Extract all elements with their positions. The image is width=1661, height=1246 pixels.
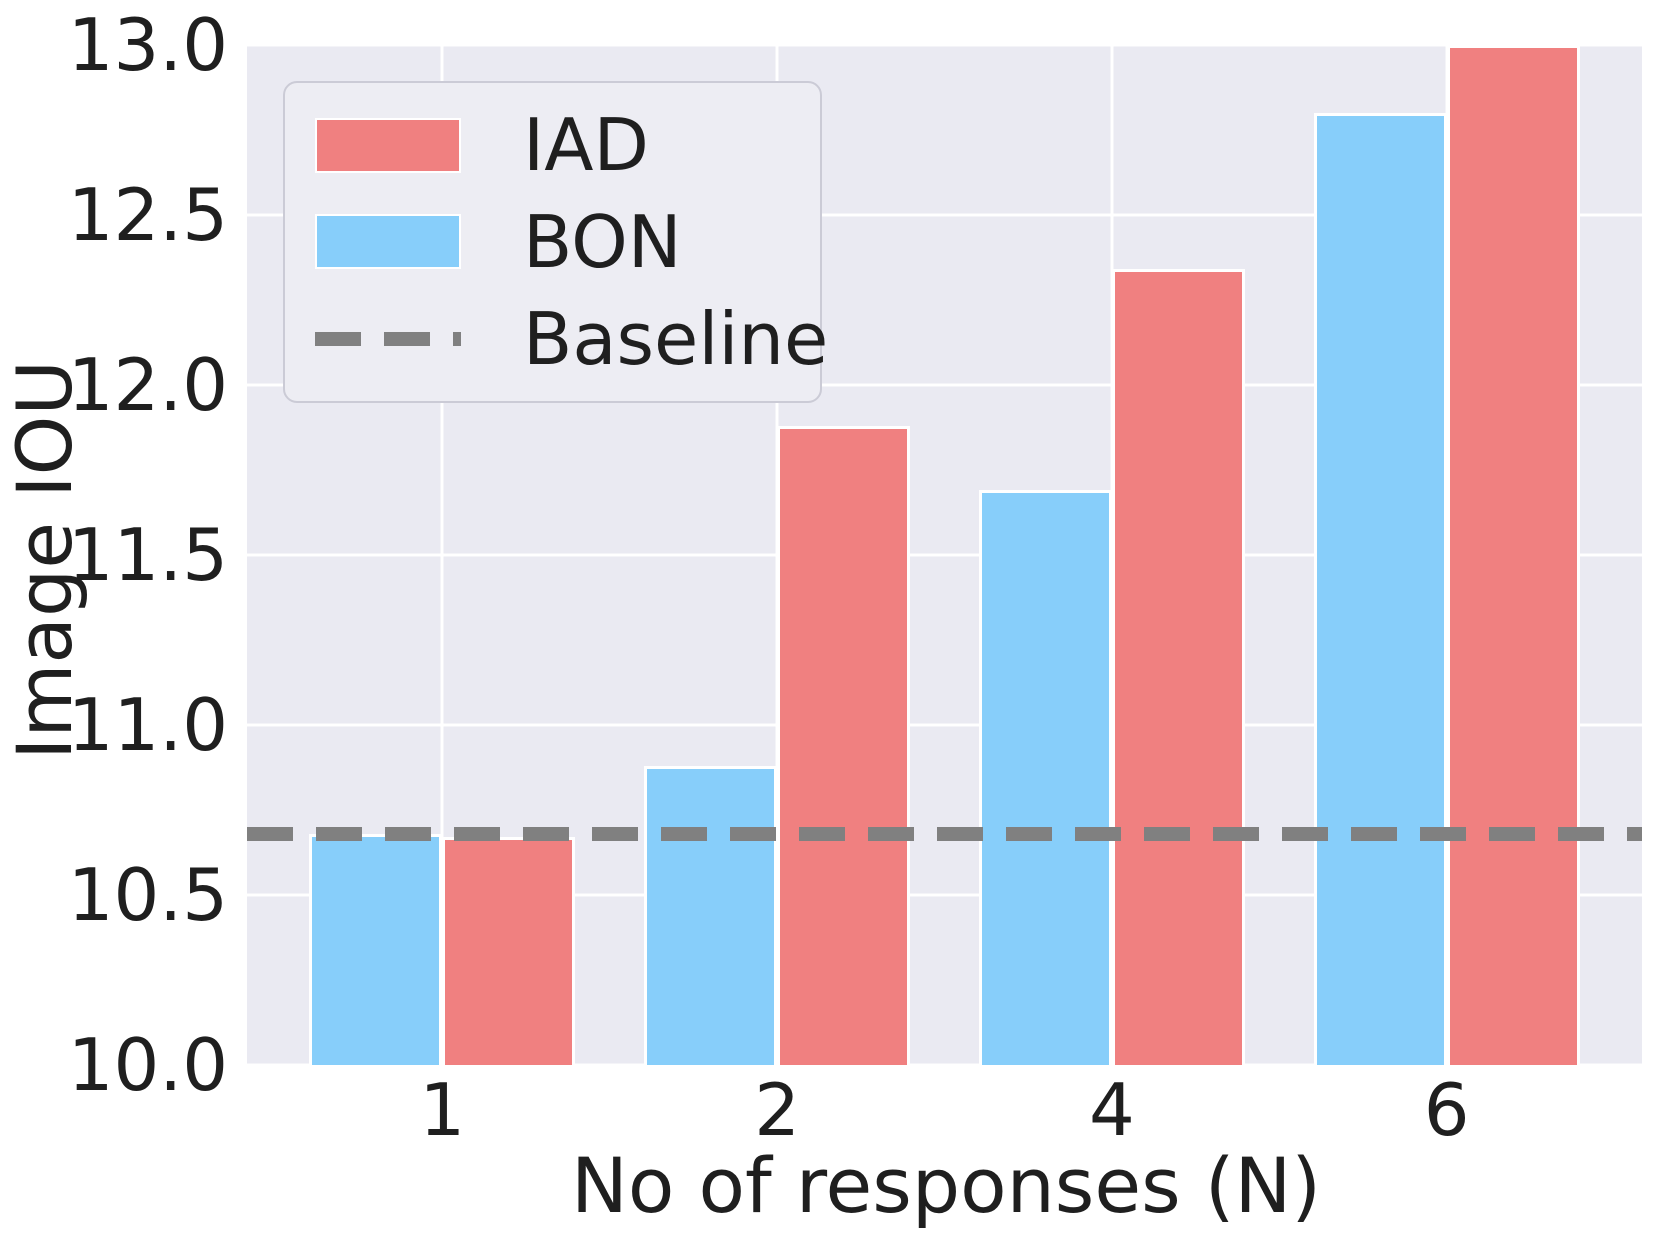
bar-iad-n4 [1111, 269, 1245, 1065]
bar-iad-n2 [777, 425, 911, 1065]
legend: IAD BON Baseline [283, 81, 828, 403]
y-tick-label: 11.5 [67, 513, 228, 597]
baseline-dashed-line [247, 826, 1642, 841]
legend-row: IAD [315, 109, 810, 181]
bar-bon-n2 [644, 765, 778, 1065]
x-axis-label: No of responses (N) [570, 1141, 1322, 1230]
v-gridline [440, 45, 444, 1065]
bar-bon-n6 [1313, 113, 1447, 1065]
legend-swatch-iad [315, 117, 461, 173]
plot-area: IAD BON Baseline [247, 43, 1642, 1067]
legend-label: BON [523, 199, 682, 284]
h-gridline [247, 723, 1642, 727]
h-gridline [247, 43, 1642, 47]
x-tick-label: 1 [419, 1068, 466, 1152]
bar-bon-n4 [978, 490, 1112, 1065]
legend-row: Baseline [315, 303, 828, 375]
x-tick-label: 4 [1088, 1068, 1135, 1152]
y-tick-label: 10.5 [67, 853, 228, 937]
h-gridline [247, 383, 1642, 387]
h-gridline [247, 1063, 1642, 1067]
legend-label: Baseline [523, 296, 829, 381]
legend-swatch-baseline [315, 331, 461, 346]
bar-iad-n6 [1446, 45, 1580, 1065]
legend-swatch-bon [315, 214, 461, 270]
x-tick-label: 2 [754, 1068, 800, 1152]
legend-label: IAD [523, 103, 649, 188]
y-tick-label: 12.5 [67, 173, 228, 257]
bar-iad-n1 [442, 837, 576, 1065]
bar-bon-n1 [309, 833, 443, 1065]
legend-row: BON [315, 206, 810, 278]
h-gridline [247, 553, 1642, 557]
x-tick-label: 6 [1423, 1068, 1470, 1152]
h-gridline [247, 213, 1642, 217]
y-tick-label: 12.0 [67, 343, 228, 427]
y-tick-label: 11.0 [67, 683, 228, 767]
y-tick-label: 13.0 [67, 3, 228, 87]
h-gridline [247, 893, 1642, 897]
y-tick-label: 10.0 [67, 1023, 228, 1107]
